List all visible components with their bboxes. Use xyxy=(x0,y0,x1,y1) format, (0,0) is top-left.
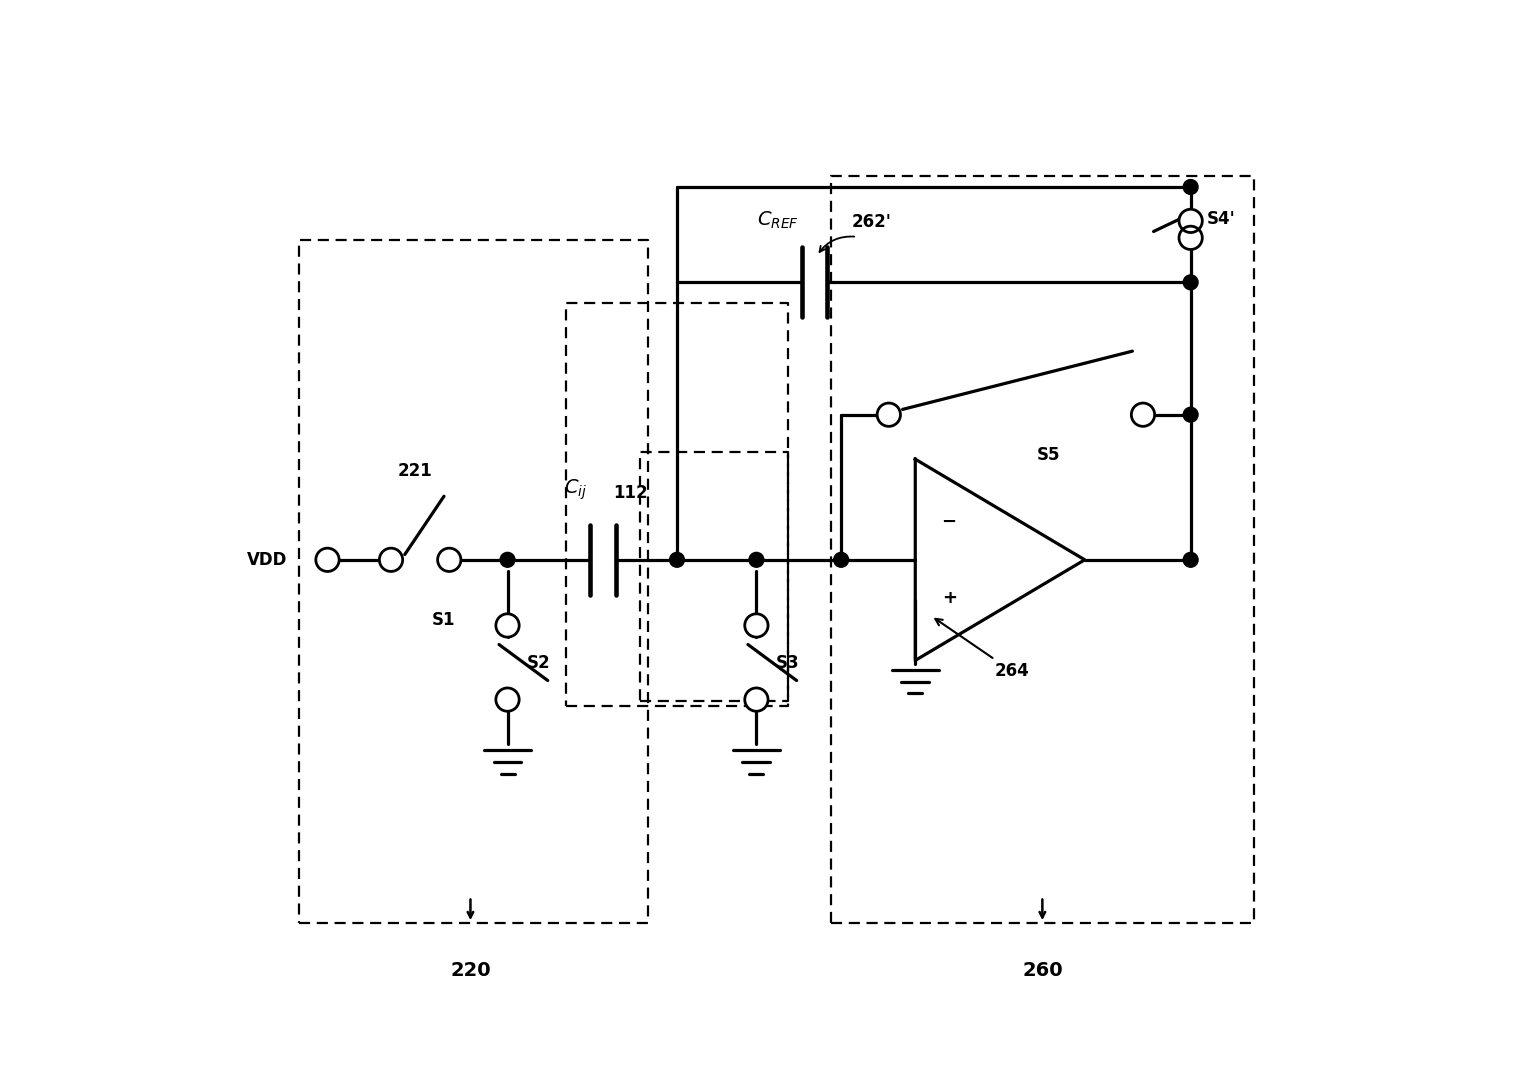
Text: 112: 112 xyxy=(614,484,647,501)
Text: $C_{ij}$: $C_{ij}$ xyxy=(565,477,588,501)
Text: +: + xyxy=(942,589,957,607)
Text: 264: 264 xyxy=(936,619,1029,680)
Circle shape xyxy=(316,548,339,572)
Circle shape xyxy=(877,403,900,426)
Circle shape xyxy=(1180,209,1203,233)
Circle shape xyxy=(833,553,848,568)
Text: −: − xyxy=(942,513,957,530)
Circle shape xyxy=(379,548,402,572)
Circle shape xyxy=(1132,403,1155,426)
Text: 262': 262' xyxy=(851,214,891,232)
Text: $C_{REF}$: $C_{REF}$ xyxy=(758,210,799,232)
Circle shape xyxy=(669,553,684,568)
Text: 220: 220 xyxy=(449,961,491,981)
Circle shape xyxy=(1183,179,1198,194)
Circle shape xyxy=(500,553,515,568)
Circle shape xyxy=(495,688,518,711)
Text: S1: S1 xyxy=(433,611,456,629)
Circle shape xyxy=(1183,275,1198,290)
Text: 221: 221 xyxy=(397,462,433,481)
Circle shape xyxy=(495,614,518,637)
Circle shape xyxy=(1180,226,1203,250)
Text: VDD: VDD xyxy=(247,550,287,569)
Text: S2: S2 xyxy=(526,653,551,672)
Text: S5: S5 xyxy=(1037,446,1060,465)
Text: 260: 260 xyxy=(1022,961,1063,981)
Circle shape xyxy=(1183,408,1198,422)
Text: S4': S4' xyxy=(1207,209,1235,227)
Circle shape xyxy=(1183,553,1198,568)
Circle shape xyxy=(437,548,460,572)
Circle shape xyxy=(746,688,769,711)
Text: S3: S3 xyxy=(776,653,799,672)
Circle shape xyxy=(749,553,764,568)
Circle shape xyxy=(746,614,769,637)
